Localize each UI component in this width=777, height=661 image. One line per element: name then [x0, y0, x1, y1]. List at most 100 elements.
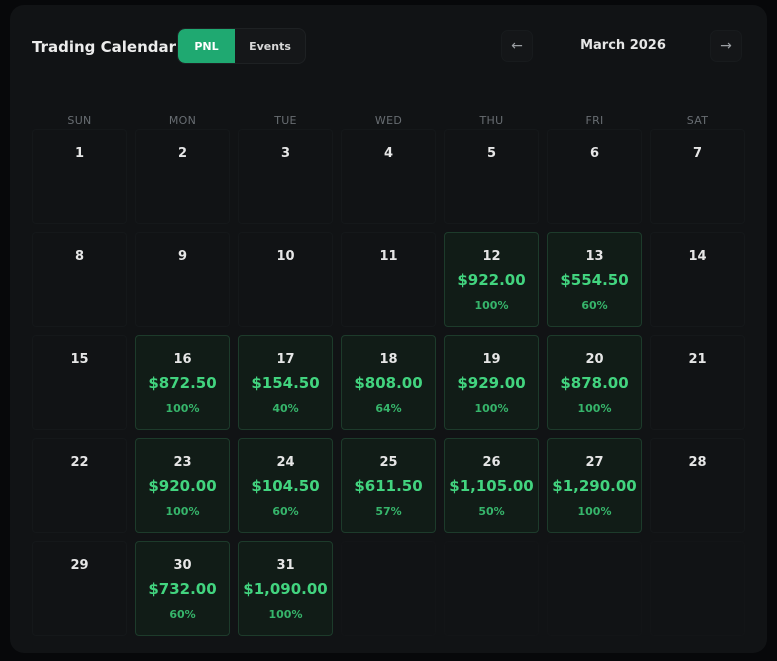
- calendar-day-empty: [547, 541, 642, 636]
- day-win-rate: 60%: [581, 299, 608, 312]
- day-number: 12: [482, 249, 501, 264]
- next-month-button[interactable]: →: [710, 30, 742, 62]
- calendar-day-empty: [650, 541, 745, 636]
- day-number: 11: [379, 249, 398, 264]
- calendar-day-30[interactable]: 30 $732.00 60%: [135, 541, 230, 636]
- day-number: 8: [74, 249, 85, 264]
- day-pnl: $1,105.00: [449, 477, 534, 495]
- calendar-day-17[interactable]: 17 $154.50 40%: [238, 335, 333, 430]
- day-number: 22: [70, 455, 89, 470]
- day-number: 24: [276, 455, 295, 470]
- calendar-day-15[interactable]: 15: [32, 335, 127, 430]
- calendar-day-9[interactable]: 9: [135, 232, 230, 327]
- weekday-label: WED: [374, 114, 403, 127]
- day-win-rate: 60%: [169, 608, 196, 621]
- weekday-header: SUN MON TUE WED THU FRI SAT: [28, 114, 749, 128]
- tab-events[interactable]: Events: [249, 39, 291, 53]
- calendar-day-18[interactable]: 18 $808.00 64%: [341, 335, 436, 430]
- day-number: 26: [482, 455, 501, 470]
- weekday-label: SUN: [67, 114, 92, 127]
- day-win-rate: 100%: [577, 402, 612, 415]
- calendar-day-3[interactable]: 3: [238, 129, 333, 224]
- calendar-day-31[interactable]: 31 $1,090.00 100%: [238, 541, 333, 636]
- day-number: 27: [585, 455, 604, 470]
- calendar-day-empty: [444, 541, 539, 636]
- calendar-day-25[interactable]: 25 $611.50 57%: [341, 438, 436, 533]
- calendar-day-28[interactable]: 28: [650, 438, 745, 533]
- calendar-grid: 1 2 3 4 5 6 7 8 9 10 11 12 $922.00 100% 13 $554.50 60% 14…: [28, 129, 749, 636]
- day-number: 3: [280, 146, 291, 161]
- day-win-rate: 100%: [474, 299, 509, 312]
- day-number: 7: [692, 146, 703, 161]
- day-win-rate: 60%: [272, 505, 299, 518]
- calendar-day-4[interactable]: 4: [341, 129, 436, 224]
- day-win-rate: 100%: [577, 505, 612, 518]
- day-pnl: $920.00: [148, 477, 217, 495]
- day-win-rate: 100%: [268, 608, 303, 621]
- day-win-rate: 100%: [474, 402, 509, 415]
- calendar-day-empty: [341, 541, 436, 636]
- calendar-day-21[interactable]: 21: [650, 335, 745, 430]
- day-number: 19: [482, 352, 501, 367]
- calendar-day-10[interactable]: 10: [238, 232, 333, 327]
- calendar-day-22[interactable]: 22: [32, 438, 127, 533]
- day-pnl: $611.50: [354, 477, 423, 495]
- day-number: 2: [177, 146, 188, 161]
- day-number: 17: [276, 352, 295, 367]
- weekday-label: TUE: [274, 114, 297, 127]
- day-number: 4: [383, 146, 394, 161]
- calendar-day-5[interactable]: 5: [444, 129, 539, 224]
- day-number: 15: [70, 352, 89, 367]
- weekday-label: FRI: [585, 114, 604, 127]
- day-number: 6: [589, 146, 600, 161]
- calendar-day-1[interactable]: 1: [32, 129, 127, 224]
- calendar-day-29[interactable]: 29: [32, 541, 127, 636]
- day-number: 30: [173, 558, 192, 573]
- calendar-day-26[interactable]: 26 $1,105.00 50%: [444, 438, 539, 533]
- month-label: March 2026: [580, 38, 666, 53]
- calendar-day-12[interactable]: 12 $922.00 100%: [444, 232, 539, 327]
- calendar-day-6[interactable]: 6: [547, 129, 642, 224]
- day-win-rate: 50%: [478, 505, 505, 518]
- arrow-right-icon: →: [720, 38, 732, 54]
- day-number: 28: [688, 455, 707, 470]
- page-title: Trading Calendar: [32, 38, 177, 56]
- day-number: 21: [688, 352, 707, 367]
- calendar-day-11[interactable]: 11: [341, 232, 436, 327]
- day-pnl: $872.50: [148, 374, 217, 392]
- calendar-day-19[interactable]: 19 $929.00 100%: [444, 335, 539, 430]
- calendar-day-13[interactable]: 13 $554.50 60%: [547, 232, 642, 327]
- prev-month-button[interactable]: ←: [501, 30, 533, 62]
- day-pnl: $878.00: [560, 374, 629, 392]
- day-number: 25: [379, 455, 398, 470]
- day-win-rate: 57%: [375, 505, 402, 518]
- calendar-day-24[interactable]: 24 $104.50 60%: [238, 438, 333, 533]
- day-number: 23: [173, 455, 192, 470]
- day-number: 10: [276, 249, 295, 264]
- day-number: 29: [70, 558, 89, 573]
- day-win-rate: 40%: [272, 402, 299, 415]
- weekday-label: THU: [479, 114, 504, 127]
- calendar-day-27[interactable]: 27 $1,290.00 100%: [547, 438, 642, 533]
- day-number: 18: [379, 352, 398, 367]
- calendar-day-2[interactable]: 2: [135, 129, 230, 224]
- calendar-day-14[interactable]: 14: [650, 232, 745, 327]
- day-pnl: $1,090.00: [243, 580, 328, 598]
- day-pnl: $732.00: [148, 580, 217, 598]
- day-pnl: $922.00: [457, 271, 526, 289]
- day-number: 13: [585, 249, 604, 264]
- calendar-day-23[interactable]: 23 $920.00 100%: [135, 438, 230, 533]
- day-pnl: $554.50: [560, 271, 629, 289]
- calendar-day-7[interactable]: 7: [650, 129, 745, 224]
- calendar-day-16[interactable]: 16 $872.50 100%: [135, 335, 230, 430]
- calendar-day-20[interactable]: 20 $878.00 100%: [547, 335, 642, 430]
- day-win-rate: 100%: [165, 505, 200, 518]
- tab-pnl[interactable]: PNL: [178, 29, 235, 63]
- day-number: 16: [173, 352, 192, 367]
- day-number: 9: [177, 249, 188, 264]
- day-win-rate: 64%: [375, 402, 402, 415]
- day-pnl: $154.50: [251, 374, 320, 392]
- calendar-day-8[interactable]: 8: [32, 232, 127, 327]
- day-pnl: $808.00: [354, 374, 423, 392]
- arrow-left-icon: ←: [511, 38, 523, 54]
